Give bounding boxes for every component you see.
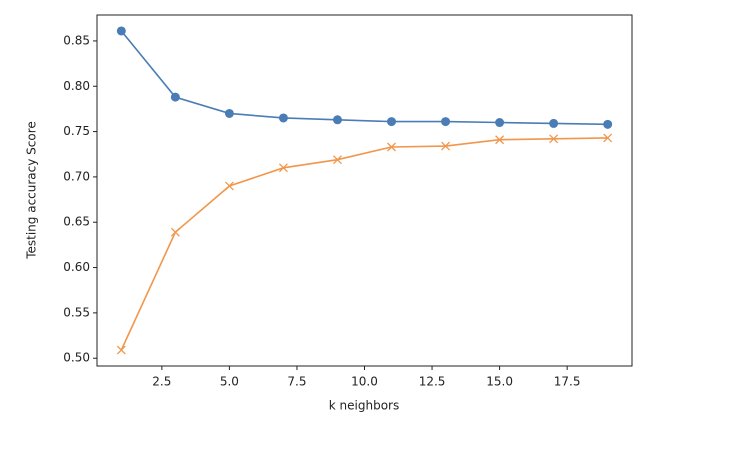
x-tick-label: 5.0 [220,375,239,389]
x-tick-label: 7.5 [287,375,306,389]
point [441,117,451,127]
plot-frame [96,14,633,367]
point [170,227,180,237]
point [549,134,559,144]
point [116,345,126,355]
x-tick-label: 10.0 [351,375,378,389]
x-tick-label: 2.5 [152,375,171,389]
y-tick-label: 0.70 [63,169,90,183]
point [333,155,342,165]
y-tick-label: 0.65 [63,215,90,229]
point [224,108,234,118]
point [387,142,396,152]
point [224,181,234,191]
y-tick-label: 0.60 [63,260,90,274]
y-tick-label: 0.80 [63,79,90,93]
point [116,26,126,36]
point [170,92,180,102]
y-tick-label: 0.75 [63,124,90,138]
point [441,141,451,151]
point [603,119,613,129]
point [495,118,505,128]
series-line [120,30,608,126]
x-axis-label: k neighbors [329,399,399,413]
point [387,117,397,127]
x-tick-label: 17.5 [554,375,581,389]
y-tick-label: 0.85 [63,33,90,47]
point [278,163,288,173]
series-line [120,137,608,351]
point [549,118,559,128]
y-axis-label: Testing accuracy Score [25,121,39,260]
x-tick-label: 15.0 [486,375,513,389]
point [495,135,505,145]
point [332,115,342,125]
y-tick-label: 0.50 [63,351,90,365]
point [278,113,288,123]
point [603,133,613,143]
y-tick-label: 0.55 [63,305,90,319]
x-tick-label: 12.5 [419,375,446,389]
